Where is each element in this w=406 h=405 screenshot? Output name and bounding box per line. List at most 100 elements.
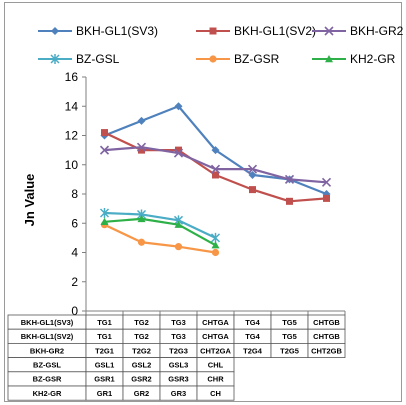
table-cell-text: TG3 [171,318,186,327]
table-cell-text: CHT2GB [311,346,342,355]
data-point [138,146,145,154]
series-3 [99,142,332,187]
table-row: BZ-GSL GSL1 GSL2 GSL3 CHL [7,357,235,373]
axes: 0 2 4 6 8 10 12 14 16 Jn Value [22,70,346,318]
table-cell [196,385,235,401]
data-point [249,186,256,194]
data-point [99,145,110,155]
y-tick-label: 2 [71,275,78,289]
table-row: BKH-GL1(SV3) TG1 TG2 TG3 CHTGA TG4 TG5 CHTGB [7,314,346,330]
series-2 [101,129,330,205]
legend-item: BZ-GSR [196,52,280,66]
table-cell-text: CH [210,389,221,398]
data-point [247,164,258,174]
table-cell-text: TG4 [245,318,260,327]
data-point [100,217,109,225]
series-line [104,217,217,247]
table-cell-text: CHTGB [313,318,340,327]
table-cell-text: TG2 [134,318,149,327]
legend-item: BKH-GL1(SV3) [38,24,158,38]
data-point [211,241,220,249]
y-tick-label: 10 [65,158,79,172]
table-cell-text: T2G4 [243,346,263,355]
table-cell-text: T2G2 [132,346,151,355]
data-point [137,214,146,223]
legend-item: BZ-GSL [38,52,120,66]
data-point [175,146,182,154]
table-cell-text: CHR [207,375,224,384]
table-cell-text: TG5 [282,318,297,327]
data-point [101,129,108,137]
table-cell-text: CHTGA [202,332,229,341]
table-cell-text: T2G3 [169,346,188,355]
table-cell-text: TG4 [245,332,260,341]
data-point [321,177,332,187]
data-point [284,174,295,184]
table-cell-text: CHTGB [313,332,340,341]
data-point [211,248,220,257]
data-point [323,194,330,202]
table-cell-text: GSL1 [95,361,115,370]
table-cell-text: T2G5 [280,346,299,355]
table-cell-text: GSR3 [168,375,188,384]
table-cell-text: TG3 [171,332,186,341]
table-cell-text: KH2-GR [33,389,62,398]
y-tick-label: 0 [71,304,78,318]
legend-label: KH2-GR [350,52,396,66]
table-row: BKH-GL1(SV2) TG1 TG2 TG3 CHTGA TG4 TG5 CHTGB [7,328,346,344]
y-tick-label: 12 [65,129,79,143]
series-1 [100,102,331,198]
data-point [137,116,146,125]
table-cell-text: GR3 [171,389,186,398]
legend-item: BKH-GL1(SV2) [196,24,316,38]
data-point [136,142,147,152]
series-line [104,211,216,239]
legend-marker [50,54,60,64]
series-line [104,131,327,203]
table-cell-text: TG1 [97,318,112,327]
legend-item: KH2-GR [312,52,396,66]
table-cell-text: GSL2 [132,361,152,370]
legend-marker [51,27,59,35]
table-cell-text: GSR2 [131,375,151,384]
y-tick-label: 14 [65,99,79,113]
table-row: KH2-GR GR1 GR2 GR3 CH [7,385,235,401]
table-cell-text: GR2 [134,389,149,398]
table-cell-text: T2G1 [95,346,114,355]
data-point [137,238,146,246]
table-cell-text: TG2 [134,332,149,341]
legend-item: BKH-GR2 [312,24,404,38]
series-6 [100,214,220,249]
y-tick-label: 4 [71,246,78,260]
table-cell-text: CHL [208,361,224,370]
table-row: BKH-GR2 T2G1 T2G2 T2G3 CHT2GA T2G4 T2G5 CHT2GB [7,342,346,358]
data-point [174,102,183,111]
table-row: BZ-GSR GSR1 GSR2 GSR3 CHR [7,371,235,387]
legend-label: BZ-GSL [76,52,120,66]
table-cell-text: GSR1 [94,375,114,384]
table-cell-text: CHT2GA [200,346,231,355]
data-point [174,243,183,251]
table-cell-text: BKH-GL1(SV3) [21,318,74,327]
y-tick-label: 16 [65,70,79,84]
table-cell-text: BKH-GL1(SV2) [21,332,74,341]
y-tick-label: 6 [71,216,78,230]
data-point [212,171,219,179]
legend-marker [209,27,217,35]
data-point [174,220,183,228]
series-lines [99,102,332,257]
legend-label: BKH-GL1(SV3) [76,24,158,38]
legend-label: BZ-GSR [234,52,280,66]
y-axis-label: Jn Value [22,174,37,227]
series-line [104,223,216,254]
data-point [211,146,220,155]
data-point [286,197,293,205]
table-cell-text: TG5 [282,332,297,341]
table-cell-text: GR1 [97,389,112,398]
legend-label: BKH-GL1(SV2) [234,24,316,38]
table-cell-text: GSL3 [169,361,189,370]
data-point [248,170,257,179]
table-cell-text: BZ-GSR [33,375,62,384]
legend-marker [324,26,334,36]
